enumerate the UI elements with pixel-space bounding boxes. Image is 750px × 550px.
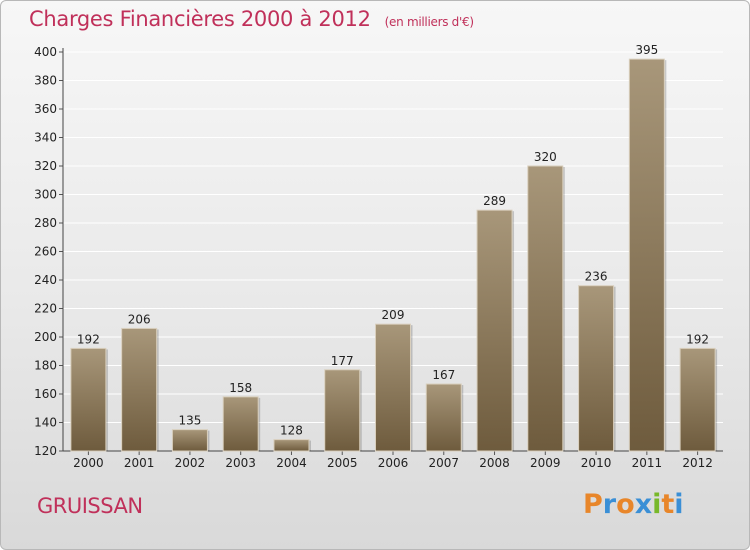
logo-letter: x — [634, 489, 653, 520]
y-tick-label: 380 — [34, 74, 57, 88]
y-tick-label: 400 — [34, 45, 57, 59]
x-tick-label: 2004 — [276, 456, 307, 470]
x-tick-label: 2012 — [682, 456, 713, 470]
data-label: 167 — [432, 368, 455, 382]
data-label: 209 — [382, 308, 405, 322]
y-tick-label: 240 — [34, 273, 57, 287]
bar-2005 — [324, 369, 361, 452]
x-tick-label: 2009 — [530, 456, 561, 470]
x-tick-label: 2005 — [327, 456, 358, 470]
y-tick-label: 320 — [34, 159, 57, 173]
bar-2008 — [476, 209, 513, 452]
chart-title-text: Charges Financières 2000 à 2012 — [29, 7, 371, 31]
x-tick-label: 2001 — [124, 456, 155, 470]
data-labels: 192 206 135 158 128 177 209 167 289 320 236 395 192 — [77, 43, 709, 437]
y-tick-label: 120 — [34, 444, 57, 458]
y-tick-label: 300 — [34, 188, 57, 202]
x-tick-label: 2010 — [581, 456, 612, 470]
data-label: 158 — [229, 381, 252, 395]
x-tick-label: 2006 — [378, 456, 409, 470]
y-tick-label: 160 — [34, 387, 57, 401]
bar-2010 — [578, 285, 615, 452]
y-tick-label: 260 — [34, 245, 57, 259]
data-label: 192 — [686, 332, 709, 346]
bar-2004 — [273, 439, 310, 452]
chart-subtitle: (en milliers d'€) — [384, 15, 474, 29]
bar-2001 — [121, 327, 158, 452]
bar-2009 — [527, 165, 564, 452]
data-label: 395 — [635, 43, 658, 57]
logo-letter: i — [652, 489, 662, 520]
bar-2003 — [222, 396, 259, 452]
y-tick-label: 200 — [34, 330, 57, 344]
axes: 120 140 160 180 200 220 240 260 280 300 320 340 360 3… — [34, 45, 723, 470]
data-label: 177 — [331, 354, 354, 368]
data-label: 192 — [77, 332, 100, 346]
y-tick-label: 340 — [34, 131, 57, 145]
bar-2012 — [679, 347, 716, 452]
logo-letter: o — [616, 489, 635, 520]
bar-2007 — [425, 383, 462, 452]
x-tick-label: 2011 — [632, 456, 663, 470]
bars — [70, 58, 718, 452]
bar-2002 — [171, 429, 208, 452]
y-tick-label: 280 — [34, 216, 57, 230]
bar-2006 — [375, 323, 411, 452]
data-label: 135 — [178, 414, 201, 428]
x-tick-label: 2002 — [175, 456, 206, 470]
y-tick-label: 140 — [34, 416, 57, 430]
bar-2000 — [70, 347, 107, 452]
y-tick-label: 220 — [34, 302, 57, 316]
data-label: 206 — [128, 312, 151, 326]
y-tick-label: 180 — [34, 359, 57, 373]
data-label: 128 — [280, 424, 303, 438]
logo-letter: t — [661, 489, 675, 520]
data-label: 320 — [534, 150, 557, 164]
x-tick-label: 2000 — [73, 456, 104, 470]
data-label: 289 — [483, 194, 506, 208]
commune-name: GRUISSAN — [37, 494, 143, 518]
chart-title: Charges Financières 2000 à 2012 (en milli… — [29, 7, 474, 31]
x-tick-label: 2008 — [479, 456, 510, 470]
x-tick-label: 2003 — [225, 456, 256, 470]
logo-letter: P — [583, 489, 603, 520]
x-tick-label: 2007 — [428, 456, 459, 470]
proxiti-logo[interactable]: Proxiti — [583, 489, 684, 520]
logo-letter: i — [674, 489, 684, 520]
logo-letter: r — [602, 489, 617, 520]
y-tick-label: 360 — [34, 102, 57, 116]
bar-2011 — [628, 58, 665, 452]
data-label: 236 — [585, 270, 608, 284]
